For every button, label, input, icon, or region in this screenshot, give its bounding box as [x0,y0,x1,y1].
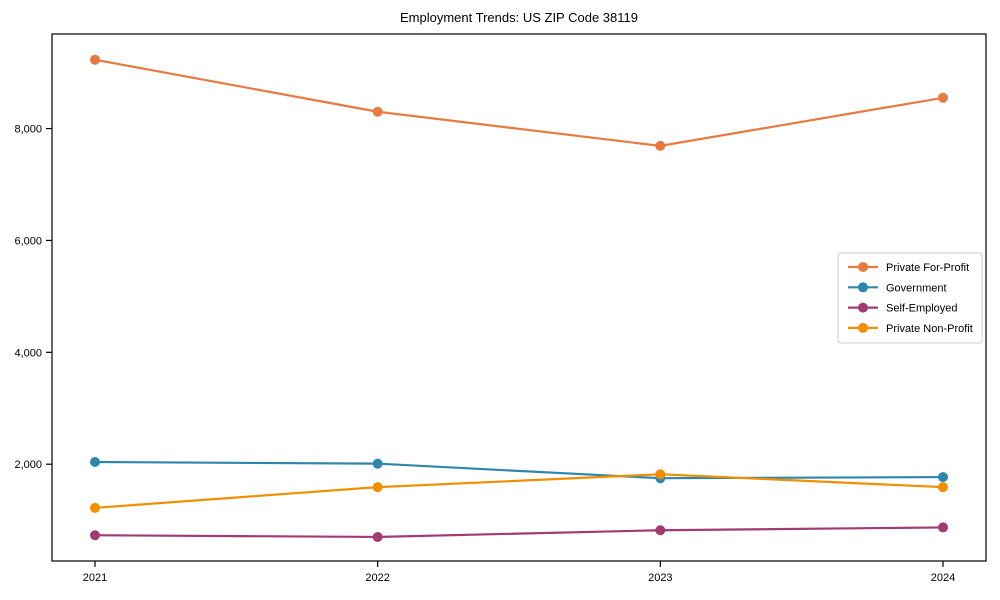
legend-marker-dot [858,302,868,313]
data-point [372,531,383,542]
y-tick-label: 6,000 [14,235,42,247]
data-point [655,525,666,536]
data-point [90,456,100,467]
series-line-self-employed [94,526,944,539]
series-line-government [94,460,944,480]
legend-item-label: Private Non-Profit [886,323,973,335]
data-point [938,92,948,103]
series-line-private-non-profit [94,473,944,509]
legend-box [837,252,983,344]
data-point [938,482,948,493]
data-point [655,140,666,151]
legend-marker-dot [858,282,868,293]
data-point [372,482,383,493]
data-point [90,530,100,541]
data-point [372,458,383,469]
x-tick-label: 2021 [83,572,107,584]
x-tick-label: 2023 [648,572,672,584]
data-point [372,106,383,117]
plot-frame [51,33,987,562]
y-tick-label: 8,000 [14,124,42,136]
legend-marker-dot [858,262,868,272]
legend-item-label: Self-Employed [886,303,958,315]
data-point [655,469,666,480]
x-tick-label: 2024 [931,572,955,584]
x-tick-label: 2022 [365,572,389,584]
y-tick-label: 2,000 [14,459,42,471]
legend-item-label: Private For-Profit [886,262,969,274]
data-point [938,472,948,483]
series-line-private-for-profit [94,58,944,148]
data-point [938,522,948,533]
chart-title: Employment Trends: US ZIP Code 38119 [400,10,638,25]
data-point [90,502,100,513]
legend-marker-dot [858,322,868,333]
legend-item-label: Government [886,282,947,294]
y-tick-label: 4,000 [14,347,42,359]
data-point [90,54,100,65]
